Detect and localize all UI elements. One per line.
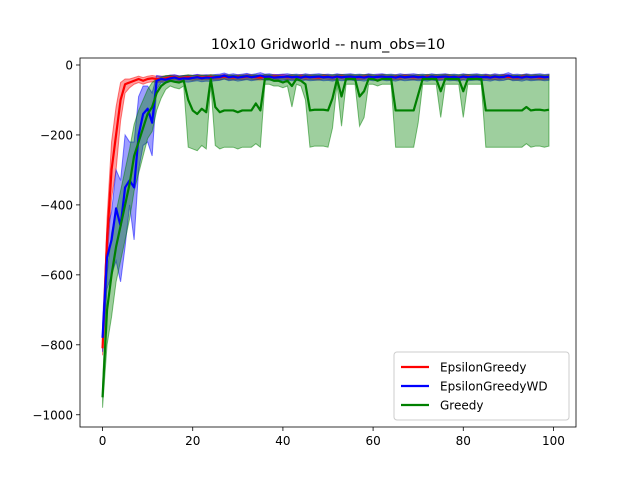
x-tick-label: 60 [365,434,380,448]
y-tick-label: −200 [40,128,73,142]
legend-label-greedy: Greedy [440,399,483,413]
y-tick-label: −600 [40,268,73,282]
x-tick-label: 0 [99,434,107,448]
line-greedy [101,77,550,398]
line-epsilongreedywd [101,74,550,338]
x-tick-label: 80 [456,434,471,448]
x-tick-label: 40 [275,434,290,448]
plot-frame [79,57,577,428]
y-tick-label: 0 [65,58,73,72]
y-tick-label: −400 [40,198,73,212]
x-tick-label: 20 [185,434,200,448]
y-axis: −1000 −800 −600 −400 −200 0 [32,58,80,422]
legend: EpsilonGreedy EpsilonGreedyWD Greedy [393,351,570,421]
x-axis: 0 20 40 60 80 100 [99,427,565,448]
x-tick-label: 100 [542,434,565,448]
y-tick-label: −1000 [32,408,73,422]
legend-box [393,351,570,421]
chart-title: 10x10 Gridworld -- num_obs=10 [211,37,445,53]
y-tick-label: −800 [40,338,73,352]
legend-label-epsilongreedy: EpsilonGreedy [440,361,527,375]
series-lines [101,74,550,398]
legend-label-epsilongreedywd: EpsilonGreedyWD [440,380,548,394]
